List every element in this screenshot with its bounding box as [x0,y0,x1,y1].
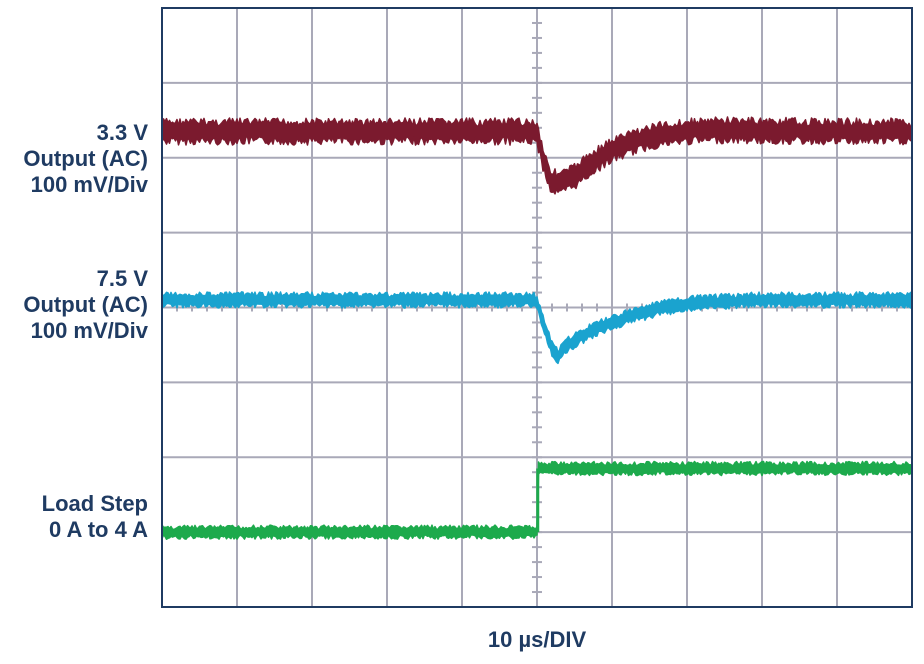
channel-label-3v3: 3.3 V Output (AC) 100 mV/Div [23,120,148,198]
channel-label-7v5: 7.5 V Output (AC) 100 mV/Div [23,266,148,344]
traces [161,116,913,540]
channel-label-3v3-line-1: 3.3 V [96,120,148,145]
plot-frame [161,7,913,608]
channel-label-7v5-line-1: 7.5 V [96,266,148,291]
x-axis-label: 10 µs/DIV [487,627,587,652]
channel-label-7v5-line-2: Output (AC) [23,292,148,317]
channel-label-load-step-line-1: Load Step [41,491,148,516]
channel-label-3v3-line-3: 100 mV/Div [30,172,148,197]
channel-label-load-step: Load Step 0 A to 4 A [42,491,148,543]
channel-label-3v3-line-2: Output (AC) [23,146,148,171]
channel-label-7v5-line-3: 100 mV/Div [30,318,148,343]
channel-label-load-step-line-2: 0 A to 4 A [48,517,148,542]
